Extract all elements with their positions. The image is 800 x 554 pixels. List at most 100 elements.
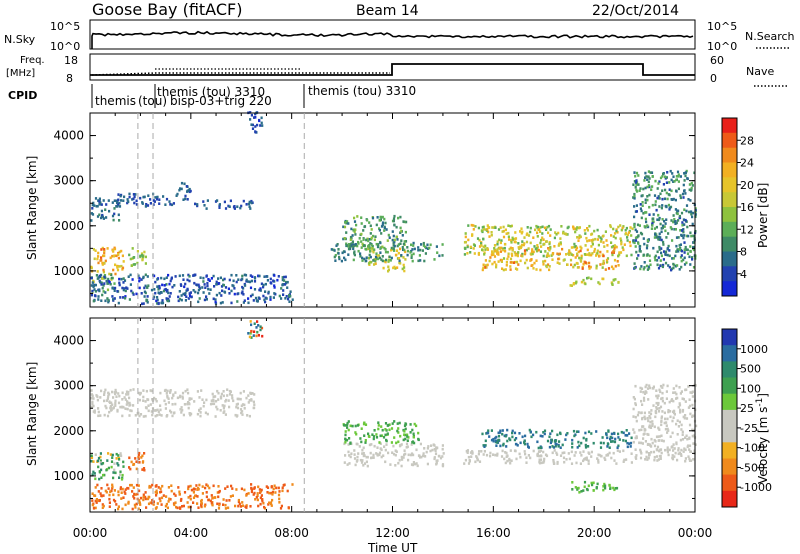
range-cell bbox=[248, 335, 251, 339]
range-cell bbox=[188, 412, 191, 415]
range-cell bbox=[401, 234, 404, 237]
range-cell bbox=[196, 204, 199, 208]
range-cell bbox=[685, 434, 688, 438]
range-cell bbox=[393, 249, 396, 252]
range-cell bbox=[229, 495, 232, 498]
range-cell bbox=[494, 453, 497, 457]
range-cell bbox=[162, 289, 166, 293]
range-cell bbox=[610, 241, 613, 244]
range-cell bbox=[396, 422, 399, 425]
range-cell bbox=[241, 501, 244, 504]
range-cell bbox=[678, 268, 681, 271]
range-cell bbox=[392, 219, 395, 223]
range-cell bbox=[529, 230, 532, 234]
range-cell bbox=[270, 504, 273, 507]
range-cell bbox=[664, 417, 667, 421]
range-cell bbox=[654, 203, 657, 207]
range-cell bbox=[100, 487, 103, 490]
range-cell bbox=[239, 505, 243, 508]
range-cell bbox=[361, 259, 364, 262]
range-cell bbox=[188, 275, 191, 278]
range-cell bbox=[508, 437, 511, 440]
range-cell bbox=[568, 250, 571, 254]
range-cell bbox=[114, 391, 118, 394]
range-cell bbox=[536, 453, 539, 456]
range-cell bbox=[409, 423, 412, 426]
range-cell bbox=[100, 256, 103, 259]
range-cell bbox=[138, 276, 141, 280]
range-cell bbox=[261, 498, 264, 501]
range-cell bbox=[576, 252, 579, 256]
range-cell bbox=[397, 440, 400, 444]
range-cell bbox=[92, 284, 95, 287]
range-cell bbox=[381, 255, 384, 258]
range-cell bbox=[94, 453, 97, 456]
range-cell bbox=[345, 242, 348, 246]
range-cell bbox=[365, 248, 368, 251]
range-cell bbox=[639, 456, 643, 460]
range-cell bbox=[122, 496, 125, 499]
range-cell bbox=[222, 498, 225, 501]
range-cell bbox=[544, 259, 547, 263]
range-cell bbox=[410, 256, 413, 259]
range-cell bbox=[509, 265, 512, 268]
range-cell bbox=[494, 226, 497, 229]
range-cell bbox=[392, 266, 395, 270]
velocity-swatch bbox=[722, 361, 737, 379]
range-cell bbox=[257, 504, 260, 508]
range-cell bbox=[370, 228, 373, 231]
range-cell bbox=[673, 180, 676, 183]
range-cell bbox=[672, 197, 675, 201]
range-cell bbox=[213, 285, 216, 288]
range-cell bbox=[467, 455, 470, 459]
range-cell bbox=[438, 254, 441, 258]
range-cell bbox=[672, 449, 675, 452]
range-cell bbox=[210, 399, 213, 402]
range-cell bbox=[676, 264, 679, 267]
range-cell bbox=[602, 441, 605, 445]
range-cell bbox=[169, 409, 172, 413]
range-cell bbox=[666, 446, 669, 449]
range-cell bbox=[640, 411, 643, 415]
range-cell bbox=[691, 184, 694, 187]
range-cell bbox=[677, 209, 680, 213]
range-cell bbox=[549, 228, 552, 231]
range-cell bbox=[111, 201, 114, 204]
range-cell bbox=[356, 244, 359, 248]
range-cell bbox=[649, 171, 652, 174]
range-cell bbox=[162, 195, 165, 198]
range-cell bbox=[118, 283, 121, 287]
range-cell bbox=[491, 252, 495, 255]
range-cell bbox=[669, 435, 672, 438]
range-cell bbox=[509, 268, 512, 271]
range-cell bbox=[547, 224, 551, 228]
range-cell bbox=[671, 239, 674, 242]
range-cell bbox=[657, 403, 660, 406]
range-cell bbox=[604, 486, 607, 490]
range-cell bbox=[270, 485, 273, 488]
range-cell bbox=[525, 461, 528, 464]
range-cell bbox=[647, 184, 651, 187]
range-cell bbox=[400, 254, 403, 257]
range-cell bbox=[483, 253, 486, 256]
range-cell bbox=[651, 441, 654, 445]
range-cell bbox=[385, 258, 388, 262]
range-cell bbox=[487, 226, 490, 229]
range-cell bbox=[684, 448, 687, 452]
range-cell bbox=[170, 484, 173, 487]
range-cell bbox=[647, 398, 650, 401]
range-cell bbox=[104, 299, 107, 303]
range-cell bbox=[91, 203, 94, 207]
range-cell bbox=[117, 454, 120, 457]
range-cell bbox=[209, 402, 213, 406]
velocity-swatch bbox=[722, 426, 737, 443]
range-cell bbox=[278, 501, 281, 504]
range-cell bbox=[146, 275, 149, 278]
range-cell bbox=[403, 433, 406, 436]
range-cell bbox=[411, 463, 414, 467]
range-cell bbox=[211, 503, 214, 507]
range-cell bbox=[117, 256, 120, 260]
range-cell bbox=[641, 204, 644, 207]
range-cell bbox=[236, 205, 239, 208]
range-cell bbox=[649, 263, 652, 267]
